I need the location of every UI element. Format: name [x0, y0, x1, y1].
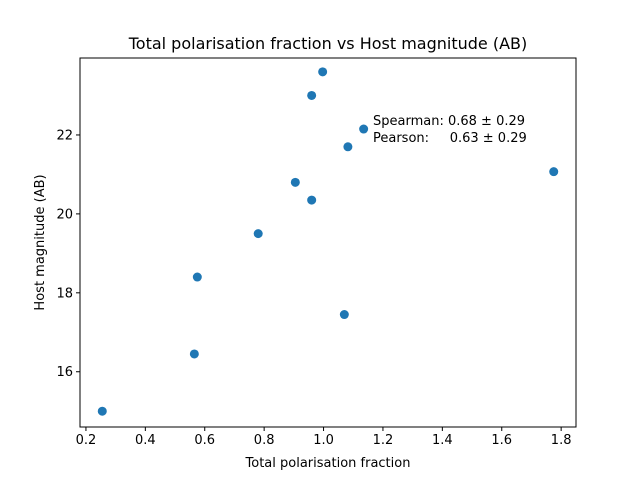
- data-point: [307, 90, 317, 100]
- x-tick-label: 1.2: [373, 433, 394, 448]
- data-point: [189, 349, 199, 359]
- points-layer: [97, 67, 559, 416]
- data-point: [192, 272, 202, 282]
- data-point: [343, 142, 353, 152]
- data-point: [549, 167, 559, 177]
- x-tick-label: 1.0: [313, 433, 334, 448]
- x-axis-label: Total polarisation fraction: [245, 456, 411, 471]
- chart-title: Total polarisation fraction vs Host magn…: [128, 34, 528, 53]
- x-tick-label: 0.6: [194, 433, 215, 448]
- x-tick-label: 0.4: [135, 433, 156, 448]
- y-axis-label: Host magnitude (AB): [33, 174, 48, 310]
- data-point: [359, 124, 369, 134]
- pearson-annotation: Pearson: 0.63 ± 0.29: [373, 131, 527, 146]
- data-point: [307, 195, 317, 205]
- x-tick-label: 0.8: [254, 433, 275, 448]
- x-tick-label: 1.6: [491, 433, 512, 448]
- plot-frame: [79, 57, 577, 428]
- data-point: [339, 310, 349, 320]
- y-tick-label: 16: [56, 365, 73, 380]
- data-point: [97, 406, 107, 416]
- x-tick-label: 1.8: [551, 433, 572, 448]
- x-axis: 0.2 0.4 0.6 0.8 1.0 1.2 1.4 1.6 1.8: [76, 427, 572, 448]
- y-axis: 16 18 20 22: [56, 128, 80, 380]
- x-tick-label: 0.2: [76, 433, 97, 448]
- data-point: [318, 67, 328, 77]
- data-point: [253, 229, 263, 239]
- spearman-annotation: Spearman: 0.68 ± 0.29: [373, 114, 525, 129]
- x-tick-label: 1.4: [432, 433, 453, 448]
- y-tick-label: 18: [56, 286, 73, 301]
- y-tick-label: 22: [56, 128, 73, 143]
- data-point: [290, 177, 300, 187]
- y-tick-label: 20: [56, 207, 73, 222]
